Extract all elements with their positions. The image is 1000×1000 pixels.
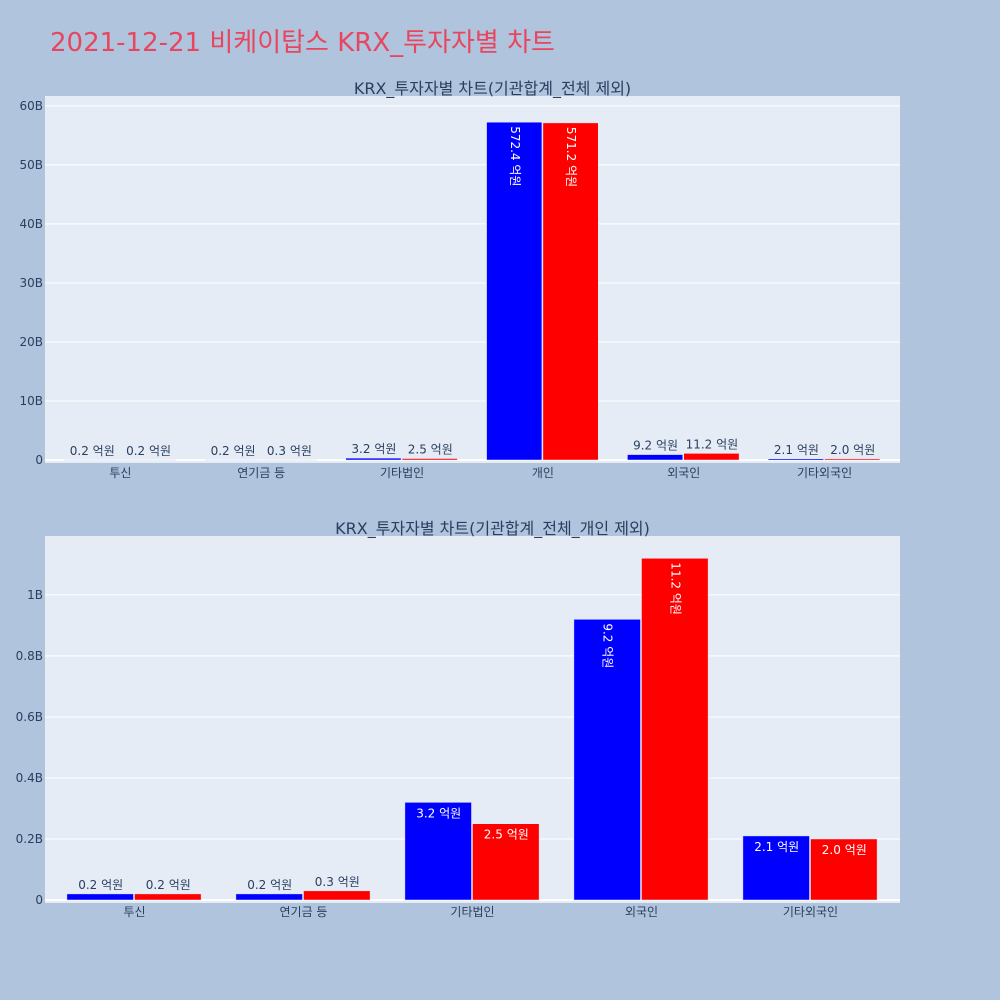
y-tick-label: 0.4B [16,771,43,785]
bar-sell[interactable] [641,558,709,901]
bar-buy[interactable] [742,835,810,901]
data-label: 572.4 억원 [508,126,522,186]
x-tick-label: 투신 [123,905,145,919]
data-label: 0.2 억원 [146,878,191,892]
bar-sell[interactable] [303,890,371,901]
bar-buy[interactable] [573,619,641,901]
bar-buy[interactable] [627,454,684,461]
x-tick-label: 연기금 등 [237,466,285,480]
data-label: 2.1 억원 [754,840,799,854]
bar-buy[interactable] [235,893,303,901]
x-tick-label: 기타법인 [380,466,424,480]
y-tick-label: 40B [19,217,43,231]
bar-buy[interactable] [63,459,120,461]
data-label: 9.2 억원 [633,439,678,453]
plot-area [45,96,900,463]
data-label: 0.2 억원 [78,878,123,892]
bar-buy[interactable] [404,802,472,901]
data-label: 571.2 억원 [564,127,578,187]
data-label: 0.2 억원 [247,878,292,892]
y-tick-label: 30B [19,276,43,290]
bar-buy[interactable] [204,459,261,461]
bar-sell[interactable] [542,122,599,461]
bar-sell[interactable] [261,459,317,461]
y-tick-label: 10B [19,394,43,408]
bar-sell[interactable] [683,453,740,461]
chart-1: KRX_투자자별 차트(기관합계_전체 제외) 0 10B 20B 30B 40B 50B 6… [19,79,900,480]
page-title: 2021-12-21 비케이탑스 KRX_투자자별 차트 [50,28,555,58]
data-label: 0.2 억원 [126,444,171,458]
data-label: 3.2 억원 [351,442,396,456]
x-tick-label: 투신 [109,466,131,480]
bar-sell[interactable] [120,459,176,461]
chart-title: KRX_투자자별 차트(기관합계_전체 제외) [354,79,631,99]
data-label: 0.3 억원 [315,875,360,889]
bar-sell[interactable] [401,458,458,461]
bar-sell[interactable] [134,893,202,901]
bar-buy[interactable] [486,121,543,461]
bar-sell[interactable] [472,823,540,901]
bar-sell[interactable] [810,838,878,901]
data-label: 11.2 억원 [668,562,682,615]
bar-buy[interactable] [768,458,824,461]
bar-buy[interactable] [345,457,402,461]
y-tick-label: 0 [35,893,43,907]
x-tick-label: 외국인 [667,466,700,480]
data-label: 0.2 억원 [70,444,115,458]
x-tick-label: 기타외국인 [797,466,852,480]
chart-2: KRX_투자자별 차트(기관합계_전체_개인 제외) 0 0.2B 0.4B 0.6B 0… [16,519,900,919]
x-tick-label: 외국인 [625,905,658,919]
y-tick-label: 60B [19,99,43,113]
bar-sell[interactable] [824,458,881,461]
data-label: 3.2 억원 [416,806,461,820]
data-label: 11.2 억원 [686,437,739,451]
x-tick-label: 개인 [532,466,554,480]
bar-buy[interactable] [66,893,134,901]
y-tick-label: 0.6B [16,710,43,724]
y-tick-label: 20B [19,335,43,349]
x-tick-label: 기타법인 [450,905,494,919]
data-label: 2.0 억원 [830,443,875,457]
data-label: 2.5 억원 [408,443,453,457]
data-label: 2.0 억원 [822,843,867,857]
data-label: 2.5 억원 [484,828,529,842]
y-tick-label: 1B [27,588,43,602]
data-label: 9.2 억원 [601,623,615,668]
x-tick-label: 연기금 등 [280,905,328,919]
y-tick-label: 50B [19,158,43,172]
data-label: 0.3 억원 [267,444,312,458]
data-label: 2.1 억원 [774,443,819,457]
y-tick-label: 0.8B [16,649,43,663]
x-tick-label: 기타외국인 [783,905,838,919]
chart-title: KRX_투자자별 차트(기관합계_전체_개인 제외) [335,519,650,539]
data-label: 0.2 억원 [211,444,256,458]
y-tick-label: 0 [35,453,43,467]
y-tick-label: 0.2B [16,832,43,846]
